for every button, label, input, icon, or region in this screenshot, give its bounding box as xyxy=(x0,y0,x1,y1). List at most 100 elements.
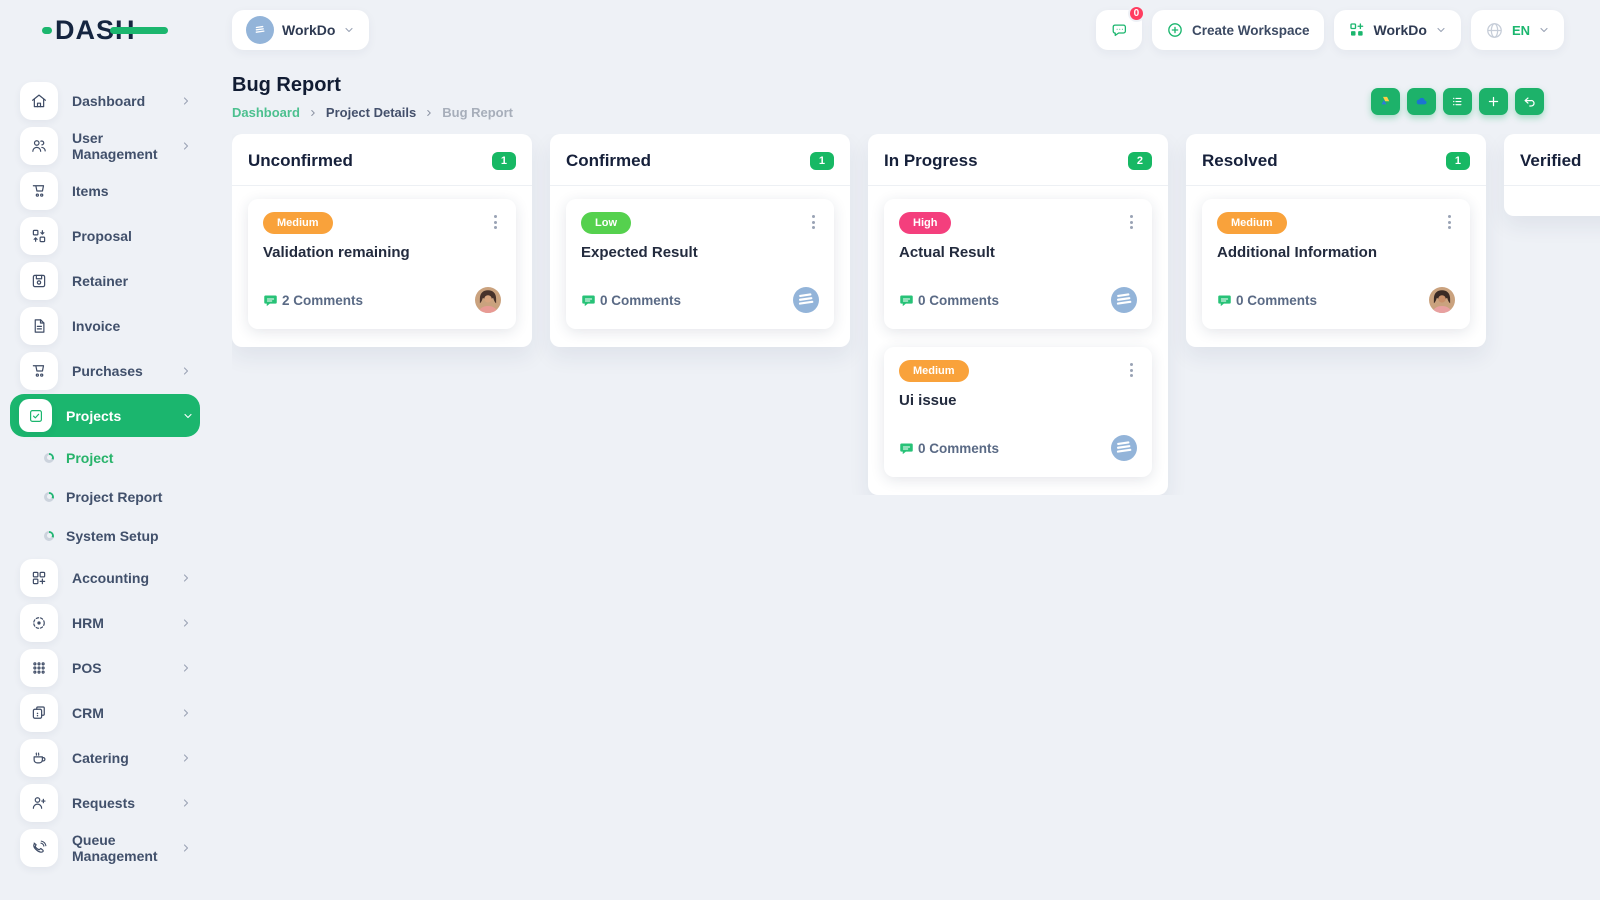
sidebar-item-requests[interactable]: Requests xyxy=(12,780,198,825)
sidebar-item-queue-management[interactable]: Queue Management xyxy=(12,825,198,870)
user-plus-icon xyxy=(20,783,58,822)
column-count-badge: 1 xyxy=(809,152,834,170)
language-selector[interactable]: EN xyxy=(1470,10,1564,50)
task-card[interactable]: Medium Validation remaining 2 Comments xyxy=(248,199,516,329)
sidebar-item-projects[interactable]: Projects xyxy=(10,394,200,437)
sidebar-item-purchases[interactable]: Purchases xyxy=(12,348,198,393)
sidebar-item-proposal[interactable]: Proposal xyxy=(12,213,198,258)
task-card[interactable]: Medium Ui issue 0 Comments xyxy=(884,347,1152,477)
column-body xyxy=(1504,186,1600,216)
chevron-right-icon xyxy=(180,95,192,107)
comments-label: 2 Comments xyxy=(282,292,364,308)
top-bar: DASH WorkDo 0 xyxy=(0,0,1600,60)
priority-badge: Medium xyxy=(263,212,333,234)
priority-badge: Medium xyxy=(1217,212,1287,234)
task-card[interactable]: Medium Additional Information 0 Comments xyxy=(1202,199,1470,329)
home-icon xyxy=(20,81,58,120)
comments-count: 2 Comments xyxy=(263,293,363,308)
card-menu-button[interactable] xyxy=(1444,212,1455,232)
sidebar-item-crm[interactable]: CRM xyxy=(12,690,198,735)
comments-count: 0 Comments xyxy=(1217,293,1317,308)
card-menu-button[interactable] xyxy=(490,212,501,232)
chevron-right-icon xyxy=(180,365,192,377)
breadcrumb-project-details-link[interactable]: Project Details xyxy=(325,105,417,120)
column-header: Resolved 1 xyxy=(1186,134,1486,186)
sidebar-item-invoice[interactable]: Invoice xyxy=(12,303,198,348)
sidebar-item-dashboard[interactable]: Dashboard xyxy=(12,78,198,123)
sidebar-item-label: Projects xyxy=(66,407,122,424)
comments-label: 0 Comments xyxy=(918,292,1000,308)
sidebar-item-accounting[interactable]: Accounting xyxy=(12,555,198,600)
onedrive-button[interactable] xyxy=(1407,88,1436,115)
sidebar-item-pos[interactable]: POS xyxy=(12,645,198,690)
sidebar-item-retainer[interactable]: Retainer xyxy=(12,258,198,303)
assignee-avatar[interactable] xyxy=(1111,435,1137,461)
workspace-selector[interactable]: WorkDo xyxy=(232,10,370,50)
priority-badge: Low xyxy=(581,212,631,234)
undo-arrow-icon xyxy=(1524,97,1535,107)
google-drive-button[interactable] xyxy=(1371,88,1400,115)
board-column-verified: Verified xyxy=(1504,134,1600,216)
priority-badge: Medium xyxy=(899,360,969,382)
task-card[interactable]: Low Expected Result 0 Comments xyxy=(566,199,834,329)
create-workspace-button[interactable]: Create Workspace xyxy=(1151,10,1324,50)
app-logo[interactable]: DASH xyxy=(42,15,168,46)
assignee-avatar[interactable] xyxy=(1429,287,1455,313)
messages-button[interactable]: 0 xyxy=(1095,5,1145,50)
back-button[interactable] xyxy=(1515,88,1544,115)
workspace-switcher[interactable]: WorkDo xyxy=(1333,10,1461,50)
column-body: High Actual Result 0 Comments xyxy=(868,186,1168,495)
sidebar-item-label: Accounting xyxy=(72,569,149,586)
person-photo xyxy=(1429,287,1455,313)
assignee-avatar[interactable] xyxy=(475,287,501,313)
sidebar-subitem-project[interactable]: Project xyxy=(12,438,198,477)
column-header: Verified xyxy=(1504,134,1600,186)
company-logo xyxy=(1111,435,1137,461)
card-menu-button[interactable] xyxy=(1126,212,1137,232)
comment-icon xyxy=(264,295,277,306)
donut-icon xyxy=(44,452,54,463)
sidebar-subitem-label: Project Report xyxy=(66,488,163,505)
column-title: Verified xyxy=(1520,151,1582,170)
chevron-down-icon xyxy=(182,410,194,422)
column-header: Unconfirmed 1 xyxy=(232,134,532,186)
list-icon xyxy=(1453,97,1462,106)
comments-count: 0 Comments xyxy=(581,293,681,308)
sidebar-subitem-project-report[interactable]: Project Report xyxy=(12,477,198,516)
users-icon xyxy=(20,126,58,165)
comments-count: 0 Comments xyxy=(899,441,999,456)
sidebar-item-user-management[interactable]: User Management xyxy=(12,123,198,168)
card-title: Ui issue xyxy=(899,392,957,409)
board-column-in-progress: In Progress 2 High Actual Result xyxy=(868,134,1168,495)
breadcrumb-dashboard-link[interactable]: Dashboard xyxy=(232,105,300,120)
card-menu-button[interactable] xyxy=(1126,360,1137,380)
language-label: EN xyxy=(1511,22,1530,38)
chevron-right-icon xyxy=(180,797,192,809)
chevron-down-icon xyxy=(345,27,353,33)
card-menu-button[interactable] xyxy=(808,212,819,232)
comments-label: 0 Comments xyxy=(600,292,682,308)
breadcrumb-current: Bug Report xyxy=(442,105,514,120)
task-card[interactable]: High Actual Result 0 Comments xyxy=(884,199,1152,329)
list-view-button[interactable] xyxy=(1443,88,1472,115)
sidebar-item-items[interactable]: Items xyxy=(12,168,198,213)
target-icon xyxy=(20,603,58,642)
comment-icon xyxy=(1218,295,1231,306)
assignee-avatar[interactable] xyxy=(1111,287,1137,313)
comments-label: 0 Comments xyxy=(1236,292,1318,308)
column-header: In Progress 2 xyxy=(868,134,1168,186)
column-body: Medium Validation remaining 2 Comments xyxy=(232,186,532,347)
sidebar-item-catering[interactable]: Catering xyxy=(12,735,198,780)
assignee-avatar[interactable] xyxy=(793,287,819,313)
sidebar-item-label: Invoice xyxy=(72,317,121,334)
card-title: Actual Result xyxy=(899,244,995,261)
plus-circle-icon xyxy=(1168,23,1182,37)
sidebar-item-hrm[interactable]: HRM xyxy=(12,600,198,645)
page-title: Bug Report xyxy=(232,74,341,96)
add-button[interactable] xyxy=(1479,88,1508,115)
chevron-right-icon xyxy=(427,109,431,116)
coffee-icon xyxy=(20,738,58,777)
check-square-icon xyxy=(19,399,52,432)
main-content: Bug Report Dashboard Project Details Bug… xyxy=(210,60,1600,495)
sidebar-subitem-system-setup[interactable]: System Setup xyxy=(12,516,198,555)
